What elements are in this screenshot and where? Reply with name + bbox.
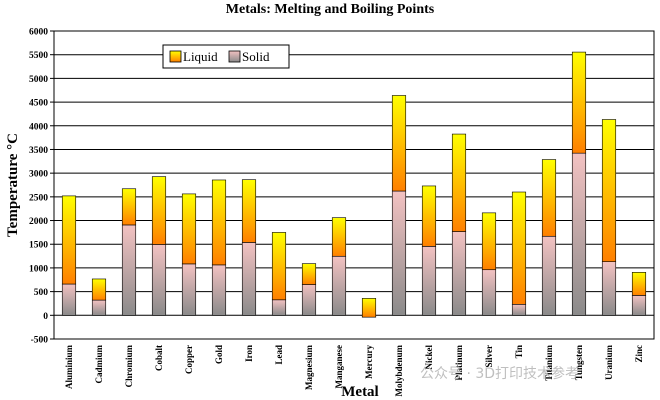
- legend-swatch-liquid: [169, 50, 182, 63]
- y-tick-label: 2500: [29, 193, 48, 203]
- legend-label-solid: Solid: [242, 49, 270, 64]
- x-tick-label: Iron: [244, 345, 254, 362]
- bar-solid: [391, 190, 407, 316]
- x-tick-label: Molybdenum: [394, 345, 404, 397]
- y-tick-label: 1500: [29, 241, 48, 251]
- bar-liquid: [241, 179, 257, 243]
- bar-solid: [151, 244, 167, 316]
- x-tick-label: Cobalt: [154, 345, 164, 371]
- gridlines: [54, 30, 654, 340]
- y-tick-label: 2000: [29, 217, 48, 227]
- bar-solid: [541, 235, 557, 316]
- y-tick-label: 5500: [29, 51, 48, 61]
- bar-liquid: [601, 119, 617, 262]
- bar-solid: [61, 283, 77, 316]
- legend-label-liquid: Liquid: [183, 49, 218, 64]
- x-tick-label: Silver: [484, 345, 494, 368]
- bar-liquid: [481, 212, 497, 271]
- x-axis-title: Metal: [341, 384, 378, 400]
- bar-liquid: [331, 217, 347, 257]
- x-tick-label: Manganese: [334, 345, 344, 389]
- bar-liquid: [541, 159, 557, 237]
- bar-solid: [211, 264, 227, 316]
- bar-liquid: [211, 179, 227, 266]
- y-tick-label: 4000: [29, 122, 48, 132]
- x-tick-label: Platinum: [454, 345, 464, 381]
- bar-solid: [241, 242, 257, 316]
- bar-solid: [631, 295, 647, 316]
- bar-solid: [421, 246, 437, 316]
- bar-solid: [511, 304, 527, 316]
- bar-solid: [451, 231, 467, 316]
- x-tick-label: Lead: [274, 345, 284, 365]
- bar-liquid: [151, 176, 167, 245]
- bar-liquid: [391, 95, 407, 192]
- y-tick-label: 500: [34, 288, 49, 298]
- x-tick-label: Tin: [514, 345, 524, 358]
- x-tick-label: Chromium: [124, 345, 134, 388]
- bar-solid: [571, 152, 587, 316]
- y-tick-label: 3000: [29, 170, 48, 180]
- y-axis-title: Temperature °C: [5, 133, 21, 237]
- bars: [61, 51, 647, 318]
- x-tick-label: Gold: [214, 345, 224, 364]
- watermark-text: 公众号 · 3D打印技术参考: [420, 365, 579, 382]
- y-axis-ticks: -500 0 500 1000 1500 2000 2500 3000 3500 4000 4500…: [29, 28, 54, 346]
- y-tick-label: -500: [31, 336, 49, 346]
- x-tick-label: Mercury: [364, 345, 374, 379]
- x-tick-label: Titanium: [544, 345, 554, 381]
- legend: Liquid Solid: [162, 44, 290, 69]
- x-axis-ticks: Aluminium Cadmium Chromium Cobalt Copper Gold…: [64, 344, 644, 396]
- bar-liquid: [421, 185, 437, 247]
- plot-frame: [53, 30, 655, 340]
- bar-solid: [91, 299, 107, 316]
- bar-solid: [331, 255, 347, 316]
- bar-solid: [601, 261, 617, 316]
- bar-solid: [181, 263, 197, 316]
- y-tick-label: 6000: [29, 28, 48, 38]
- bar-solid: [481, 269, 497, 316]
- x-tick-label: Copper: [184, 345, 194, 374]
- bar-solid: [301, 284, 317, 316]
- x-tick-label: Aluminium: [64, 345, 74, 390]
- legend-swatch-solid: [228, 50, 241, 63]
- x-tick-label: Tungsten: [574, 345, 584, 380]
- y-tick-label: 3500: [29, 146, 48, 156]
- bar-liquid: [61, 195, 77, 285]
- x-tick-label: Uranium: [604, 345, 614, 381]
- bar-liquid: [361, 298, 377, 318]
- bar-liquid: [121, 188, 137, 226]
- bar-liquid: [571, 51, 587, 154]
- bar-solid: [121, 224, 137, 316]
- chart-title: Metals: Melting and Boiling Points: [226, 2, 435, 17]
- y-tick-label: 0: [43, 312, 48, 322]
- bar-liquid: [301, 263, 317, 285]
- bar-liquid: [511, 191, 527, 305]
- legend-box: [162, 44, 290, 69]
- bar-liquid: [181, 193, 197, 265]
- bar-liquid: [91, 278, 107, 301]
- y-tick-label: 4500: [29, 99, 48, 109]
- bar-liquid: [451, 133, 467, 232]
- x-tick-label: Cadmium: [94, 345, 104, 384]
- x-tick-label: Zinc: [634, 345, 644, 363]
- y-tick-label: 5000: [29, 75, 48, 85]
- x-tick-label: Magnesium: [304, 344, 314, 390]
- y-tick-label: 1000: [29, 264, 48, 274]
- bar-liquid: [271, 232, 287, 301]
- x-tick-label: Nickel: [424, 345, 434, 370]
- bar-solid: [271, 299, 287, 316]
- bar-liquid: [631, 272, 647, 296]
